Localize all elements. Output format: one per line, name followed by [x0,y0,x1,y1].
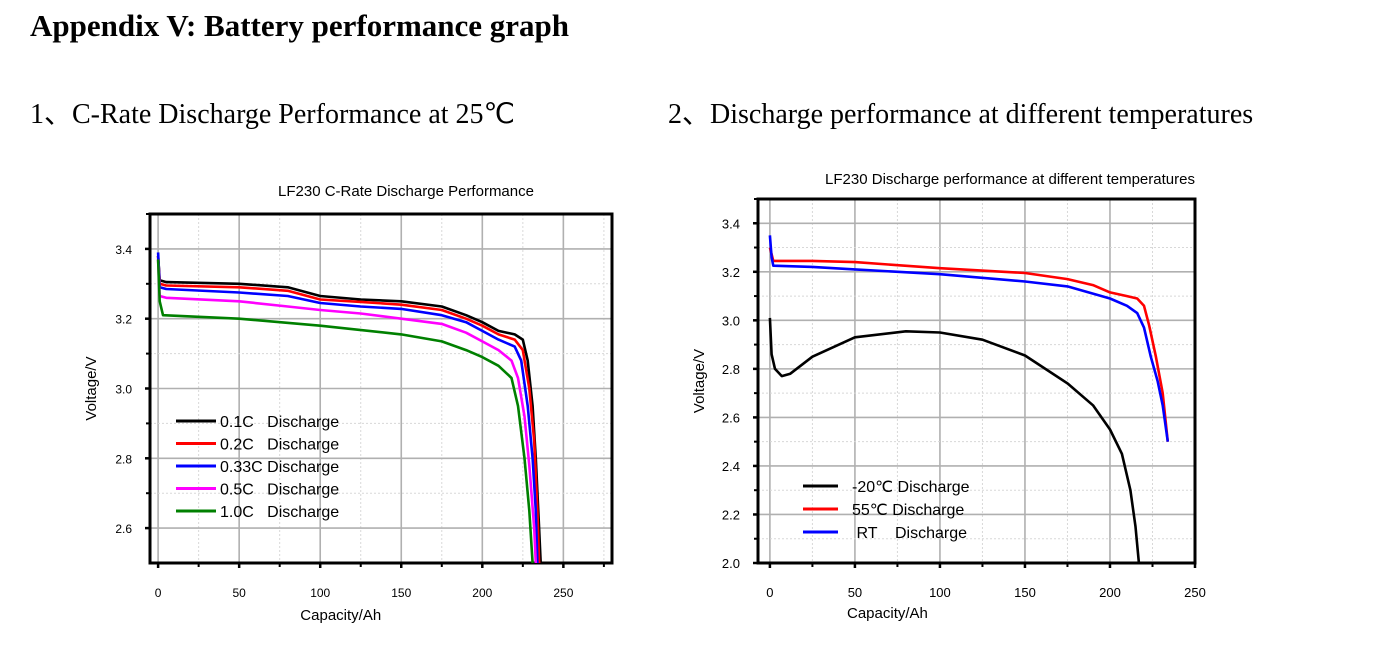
series-line [156,255,542,564]
y-tick-label: 3.2 [722,265,740,280]
plot-frame [756,197,1197,565]
y-tick-label: 2.0 [722,556,740,571]
chart-1: LF230 C-Rate Discharge Performance 0 50 100… [83,183,614,624]
series-line [156,252,539,564]
y-tick-label: 2.6 [722,410,740,425]
x-tick-label: 250 [553,586,573,600]
y-tick-label: 3.0 [115,383,132,397]
y-tick-label: 2.2 [722,507,740,522]
series-line [156,255,541,564]
series-line [156,259,534,564]
section-heading-2: 2、Discharge performance at different tem… [668,99,1254,130]
y-tick-label: 3.4 [722,216,740,231]
y-tick-label: 2.4 [722,459,740,474]
legend-label: 55℃ Discharge [852,502,964,519]
y-axis-label: Voltage/V [83,356,100,420]
y-axis-label: Voltage/V [691,349,708,413]
x-tick-label: 200 [472,586,492,600]
x-tick-label: 150 [391,586,411,600]
series-line [768,247,1170,442]
series-line [156,259,538,564]
section-heading-1: 1、C-Rate Discharge Performance at 25℃ [30,99,515,130]
x-axis-label: Capacity/Ah [300,607,381,624]
legend-label: 0.5C Discharge [220,482,339,499]
x-tick-label: 250 [1184,585,1206,600]
x-tick-label: 0 [766,585,773,600]
y-tick-label: 3.0 [722,313,740,328]
page-title: Appendix V: Battery performance graph [30,8,570,43]
x-tick-label: 50 [848,585,862,600]
legend-label: 0.2C Discharge [220,437,339,454]
x-tick-label: 50 [232,586,246,600]
x-tick-label: 100 [929,585,951,600]
series-line [768,235,1170,442]
x-tick-label: 0 [155,586,162,600]
series-line [768,317,1141,564]
y-tick-label: 3.2 [115,313,132,327]
legend-label: -20℃ Discharge [852,479,970,496]
legend-label: 1.0C Discharge [220,504,339,521]
y-tick-label: 2.6 [115,522,132,536]
legend-label: 0.33C Discharge [220,459,339,476]
y-tick-label: 2.8 [722,362,740,377]
x-tick-label: 200 [1099,585,1121,600]
x-tick-label: 100 [310,586,330,600]
legend-label: RT Discharge [852,525,967,542]
y-tick-label: 2.8 [115,452,132,466]
x-tick-label: 150 [1014,585,1036,600]
x-axis-label: Capacity/Ah [847,605,928,622]
legend-label: 0.1C Discharge [220,414,339,431]
chart-title: LF230 Discharge performance at different… [825,171,1195,188]
y-tick-label: 3.4 [115,243,132,257]
chart-2: LF230 Discharge performance at different… [691,171,1206,622]
chart-title: LF230 C-Rate Discharge Performance [278,183,534,200]
